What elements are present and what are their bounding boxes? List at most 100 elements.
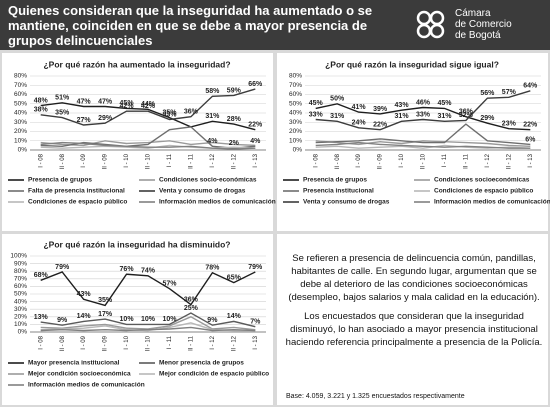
value-label: 65% xyxy=(227,274,242,281)
x-tick-label: I - 11 xyxy=(167,153,173,167)
value-label: 31% xyxy=(437,113,452,120)
y-tick-label: 30% xyxy=(14,119,27,126)
legend-label: Venta y consumo de drogas xyxy=(159,188,246,195)
x-tick-label: II - 08 xyxy=(335,153,341,169)
base-note: Base: 4.059, 3.221 y 1.325 encuestados r… xyxy=(286,393,465,400)
x-tick-label: I - 13 xyxy=(528,153,534,167)
x-tick-label: II - 11 xyxy=(188,153,194,169)
value-label: 76% xyxy=(120,266,135,273)
value-label: 58% xyxy=(205,88,220,95)
y-tick-label: 50% xyxy=(14,100,27,107)
header-band xyxy=(0,0,550,50)
y-tick-label: 0% xyxy=(18,147,28,154)
value-label: 31% xyxy=(205,113,220,120)
text-block: Se refieren a presencia de delincuencia … xyxy=(284,252,544,355)
value-label: 29% xyxy=(98,115,113,122)
x-tick-label: II - 11 xyxy=(188,335,194,351)
value-label: 35% xyxy=(98,297,113,304)
y-tick-label: 10% xyxy=(14,137,27,144)
x-tick-label: I - 13 xyxy=(253,335,259,349)
logo-line: de Bogotá xyxy=(455,30,501,41)
y-tick-label: 40% xyxy=(14,110,27,117)
value-label: 17% xyxy=(98,311,113,318)
paragraph: Se refieren a presencia de delincuencia … xyxy=(288,253,540,303)
value-label: 7% xyxy=(250,319,261,326)
legend-label: Presencia de grupos xyxy=(28,177,92,184)
value-label: 48% xyxy=(34,97,49,104)
x-tick-label: I - 09 xyxy=(356,153,362,167)
x-tick-label: I - 08 xyxy=(38,335,44,349)
legend-label: Información medios de comunicación xyxy=(28,382,145,389)
x-tick-label: I - 12 xyxy=(485,153,491,167)
value-label: 10% xyxy=(120,316,135,323)
legend-label: Condiciones socioeconómicas xyxy=(434,177,530,184)
value-label: 33% xyxy=(416,111,431,118)
value-label: 14% xyxy=(227,313,242,320)
value-label: 36% xyxy=(184,296,199,303)
series-line xyxy=(40,326,256,332)
x-tick-label: I - 08 xyxy=(38,153,44,167)
value-label: 9% xyxy=(57,317,68,324)
value-label: 78% xyxy=(205,265,220,272)
value-label: 64% xyxy=(523,83,538,90)
legend-label: Presencia de grupos xyxy=(303,177,367,184)
legend-label: Mejor condición de espacio público xyxy=(159,371,269,378)
x-tick-label: I - 09 xyxy=(81,335,87,349)
value-label: 6% xyxy=(525,136,536,143)
y-tick-label: 50% xyxy=(14,291,27,298)
x-tick-label: I - 12 xyxy=(210,153,216,167)
value-label: 56% xyxy=(480,90,495,97)
series-line xyxy=(40,140,256,147)
y-tick-label: 30% xyxy=(14,306,27,313)
chart-title: ¿Por qué razón la inseguridad ha disminu… xyxy=(43,239,230,249)
value-label: 51% xyxy=(55,95,70,102)
legend-label: Condiciones de espacio público xyxy=(434,188,533,195)
value-label: 44% xyxy=(141,101,156,108)
value-label: 28% xyxy=(227,116,242,123)
y-tick-label: 70% xyxy=(14,82,27,89)
y-tick-label: 40% xyxy=(289,110,302,117)
x-tick-label: II - 10 xyxy=(146,335,152,351)
x-tick-label: I - 10 xyxy=(399,153,405,167)
series-line xyxy=(315,123,531,146)
y-tick-label: 40% xyxy=(14,298,27,305)
value-label: 57% xyxy=(502,89,517,96)
chart-title: ¿Por qué razón la inseguridad sigue igua… xyxy=(325,59,499,69)
logo-text: Cámara de Comercio de Bogotá xyxy=(455,8,512,41)
value-label: 10% xyxy=(162,316,177,323)
text-panel xyxy=(277,234,548,405)
value-label: 22% xyxy=(523,121,538,128)
value-label: 22% xyxy=(248,121,263,128)
legend-label: Condiciones de espacio público xyxy=(28,199,127,206)
y-tick-label: 60% xyxy=(14,283,27,290)
legend-label: Menor presencia de grupos xyxy=(159,360,244,367)
y-tick-label: 80% xyxy=(14,73,27,80)
y-tick-label: 20% xyxy=(14,128,27,135)
x-tick-label: I - 08 xyxy=(313,153,319,167)
legend-label: Información medios de comunicación xyxy=(159,199,276,206)
logo-line: de Comercio xyxy=(455,19,512,30)
value-label: 24% xyxy=(352,120,367,127)
y-tick-label: 100% xyxy=(10,253,27,260)
value-label: 14% xyxy=(77,313,92,320)
x-tick-label: I - 12 xyxy=(210,335,216,349)
x-tick-label: II - 10 xyxy=(146,153,152,169)
legend-label: Falta de presencia institucional xyxy=(28,188,125,195)
legend-label: Presencia institucional xyxy=(303,188,374,195)
x-tick-label: II - 12 xyxy=(231,335,237,351)
x-tick-label: I - 09 xyxy=(81,153,87,167)
legend-label: Información medios de comunicación xyxy=(434,199,550,206)
value-label: 50% xyxy=(330,96,345,103)
x-tick-label: I - 10 xyxy=(124,153,130,167)
value-label: 13% xyxy=(34,314,49,321)
value-label: 31% xyxy=(330,113,345,120)
value-label: 66% xyxy=(248,81,263,88)
legend-label: Condiciones socio-económicas xyxy=(159,177,257,184)
value-label: 35% xyxy=(162,109,177,116)
value-label: 46% xyxy=(416,99,431,106)
value-label: 36% xyxy=(459,109,474,116)
value-label: 10% xyxy=(141,316,156,323)
value-label: 23% xyxy=(502,121,517,128)
x-tick-label: I - 13 xyxy=(253,153,259,167)
series-line xyxy=(315,103,531,131)
